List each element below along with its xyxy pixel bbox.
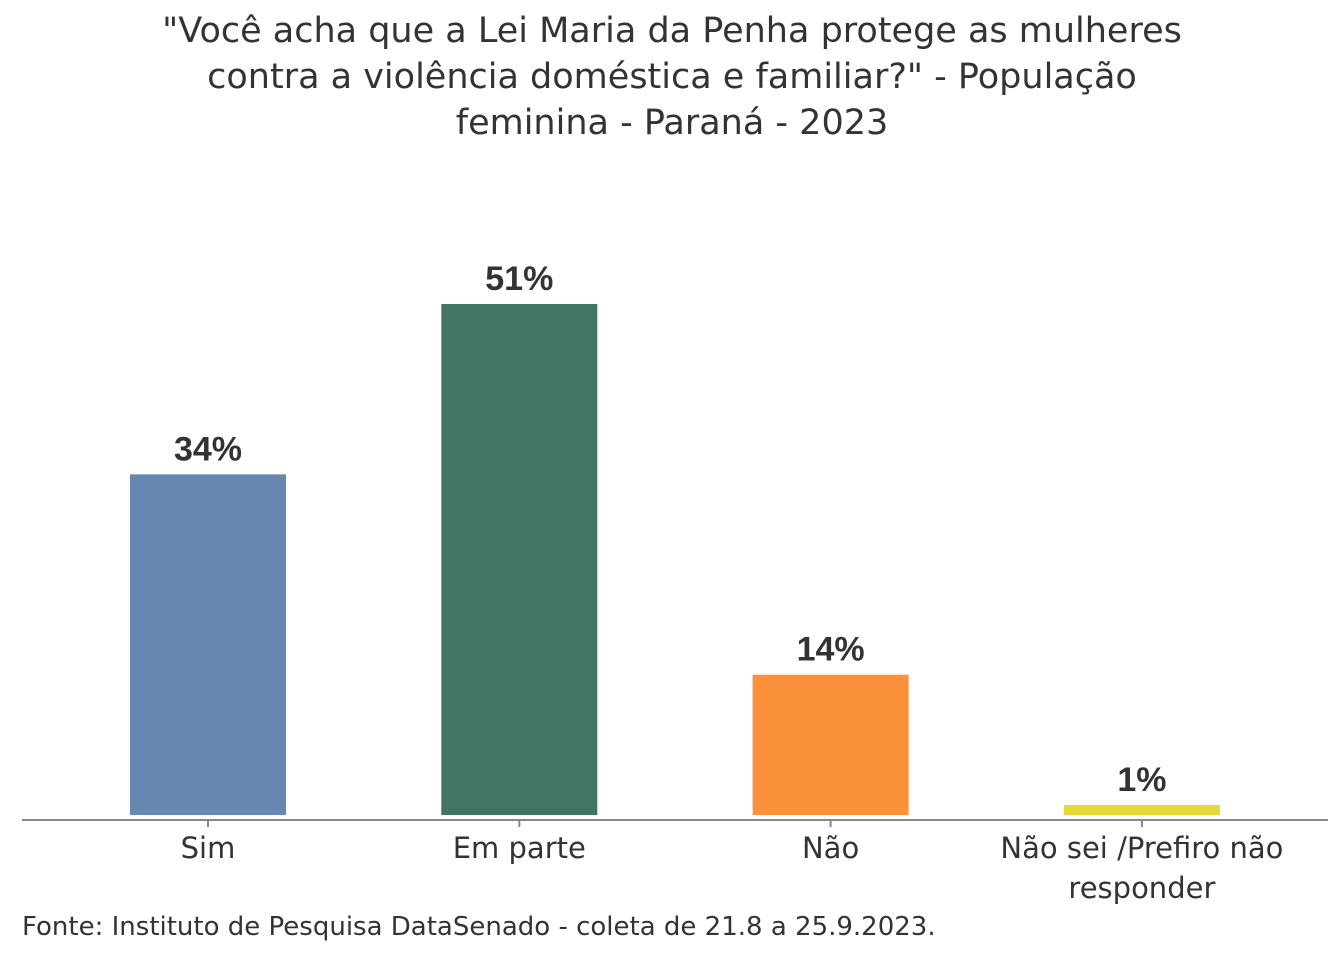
x-tick-label: Em parte [453,831,586,865]
x-tick-label: responder [1068,871,1215,905]
source-note: Fonte: Instituto de Pesquisa DataSenado … [22,912,936,942]
bar [1063,804,1220,815]
x-tick-label: Não sei /Prefiro não [1000,831,1283,865]
bar [130,474,286,815]
data-label: 34% [174,430,242,468]
data-label: 1% [1117,761,1166,799]
title-line: feminina - Paraná - 2023 [455,103,889,143]
title-line: "Você acha que a Lei Maria da Penha prot… [162,11,1182,51]
x-tick-label: Não [802,831,859,865]
data-label: 51% [485,260,553,298]
chart-title: "Você acha que a Lei Maria da Penha prot… [0,8,1344,146]
bar [441,303,598,815]
title-line: contra a violência doméstica e familiar?… [207,57,1137,97]
data-label: 14% [797,631,865,669]
bar [752,674,909,815]
x-tick-label: Sim [181,831,236,865]
